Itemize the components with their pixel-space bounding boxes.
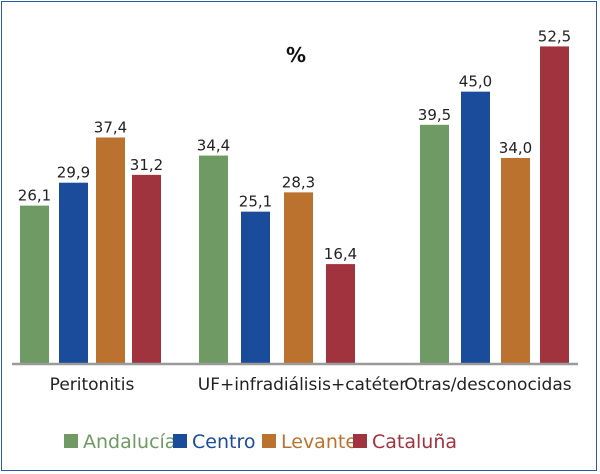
bar-andalucía-0 (20, 205, 49, 363)
bar-levante-0 (96, 137, 125, 363)
bar-andalucía-2 (420, 124, 449, 363)
legend-swatch (173, 434, 187, 448)
bar-levante-2 (501, 157, 530, 363)
legend-label: Cataluña (372, 431, 457, 453)
legend-label: Andalucía (83, 431, 176, 453)
data-label: 29,9 (57, 164, 90, 182)
data-label: 28,3 (282, 173, 315, 191)
chart-title: % (286, 43, 306, 67)
category-label: UF+infradiálisis+catéter (198, 375, 406, 395)
data-label: 52,5 (538, 27, 571, 45)
bar-cataluña-2 (540, 46, 569, 364)
bar-andalucía-1 (199, 155, 228, 363)
data-label: 45,0 (459, 73, 492, 91)
data-label: 34,4 (197, 137, 230, 155)
legend-label: Levante (281, 431, 357, 453)
bar-cataluña-0 (132, 174, 161, 363)
data-label: 39,5 (418, 106, 451, 124)
category-label: Peritonitis (50, 375, 135, 395)
data-label: 25,1 (239, 193, 272, 211)
bar-levante-1 (284, 192, 313, 363)
bar-centro-0 (59, 182, 88, 363)
bar-centro-1 (241, 211, 270, 363)
bar-cataluña-1 (326, 264, 355, 363)
data-label: 16,4 (324, 245, 357, 263)
data-label: 31,2 (130, 156, 163, 174)
legend-swatch (353, 434, 367, 448)
legend-swatch (262, 434, 276, 448)
bar-centro-2 (461, 91, 490, 364)
category-label: Otras/desconocidas (404, 375, 571, 395)
data-label: 26,1 (18, 187, 51, 205)
data-label: 34,0 (499, 139, 532, 157)
legend-label: Centro (192, 431, 255, 453)
legend-swatch (64, 434, 78, 448)
data-label: 37,4 (94, 118, 127, 136)
